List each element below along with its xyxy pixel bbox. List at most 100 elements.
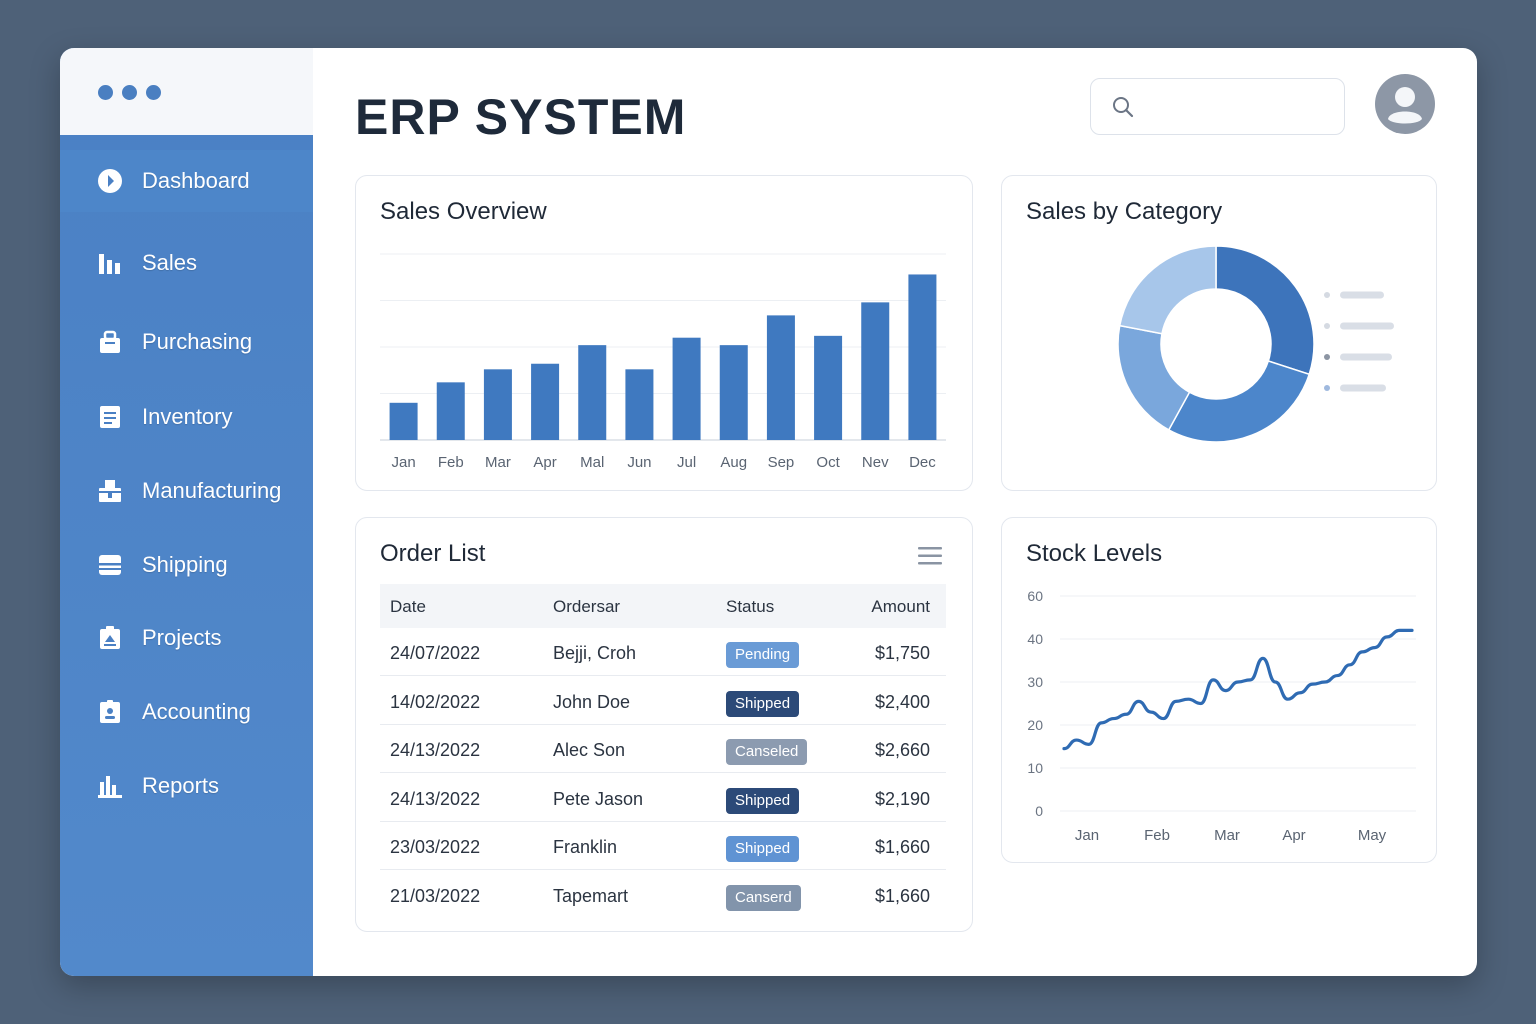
status-badge: Shipped	[726, 836, 800, 862]
card-title: Sales by Category	[1026, 198, 1223, 225]
column-header-order: Ordersar	[553, 597, 621, 616]
x-tick-label: Oct	[816, 454, 840, 471]
column-header-date: Date	[390, 597, 426, 616]
search-input[interactable]	[1090, 78, 1345, 135]
status-badge: Canserd	[726, 884, 801, 911]
legend-placeholder	[1340, 353, 1392, 361]
sidebar-item-label: Reports	[142, 773, 220, 798]
column-header-status: Status	[726, 597, 775, 616]
sidebar-item-purchasing[interactable]: Purchasing	[60, 311, 313, 373]
avatar[interactable]	[1374, 73, 1436, 135]
cell-amount: $1,660	[874, 837, 930, 857]
cell-date: 21/03/2022	[390, 885, 481, 906]
sidebar-item-inventory[interactable]: Inventory	[60, 386, 313, 448]
x-tick-label: Jun	[627, 454, 651, 471]
sidebar: Dashboard Sales Purchasing Inventory Man	[60, 48, 313, 976]
x-tick-label: Apr	[1282, 827, 1305, 844]
stock-levels-card: Stock Levels 0 10 20 30 40 60 Jan Feb Mar Apr May	[1001, 517, 1437, 863]
window-dot-3[interactable]	[146, 85, 161, 100]
status-badge: Shipped	[726, 690, 800, 717]
x-tick-label: Sep	[768, 454, 795, 471]
sidebar-item-label: Manufacturing	[142, 478, 282, 503]
page-title: ERP SYSTEM	[355, 89, 687, 145]
cell-date: 24/13/2022	[390, 788, 481, 809]
cell-order: Pete Jason	[553, 788, 644, 809]
table-row[interactable]: 24/13/2022 Alec Son Canseled $2,660	[380, 725, 946, 773]
sidebar-item-manufacturing[interactable]: Manufacturing	[60, 460, 313, 522]
cell-date: 23/03/2022	[390, 837, 481, 857]
window-dot-1[interactable]	[98, 85, 113, 100]
bar[interactable]	[908, 274, 937, 440]
legend-marker	[1324, 354, 1330, 360]
sidebar-item-dashboard[interactable]: Dashboard	[60, 150, 313, 212]
x-tick-label: Feb	[438, 454, 464, 471]
table-row[interactable]: 24/13/2022 Pete Jason Shipped $2,190	[380, 774, 946, 822]
y-tick-label: 10	[1027, 760, 1043, 776]
window-dot-2[interactable]	[122, 85, 137, 100]
x-tick-label: Dec	[909, 454, 936, 471]
cell-amount: $2,660	[874, 740, 930, 760]
x-tick-label: Apr	[533, 454, 556, 471]
legend-placeholder	[1340, 384, 1386, 392]
cell-order: Bejji, Croh	[553, 643, 637, 663]
sales-category-chart	[1117, 245, 1394, 443]
bar[interactable]	[766, 315, 795, 440]
x-tick-label: Jan	[391, 454, 415, 471]
sidebar-item-label: Shipping	[142, 552, 228, 577]
bar[interactable]	[672, 337, 701, 440]
id-card-icon	[100, 700, 120, 723]
table-row[interactable]: 14/02/2022 John Doe Shipped $2,400	[380, 677, 946, 725]
card-title: Stock Levels	[1026, 540, 1163, 567]
card-title: Sales Overview	[380, 198, 547, 225]
app-window: Dashboard Sales Purchasing Inventory Man	[60, 48, 1477, 976]
sidebar-item-shipping[interactable]: Shipping	[60, 534, 313, 596]
sidebar-item-projects[interactable]: Projects	[60, 607, 313, 669]
bar[interactable]	[578, 345, 607, 440]
cell-order: Tapemart	[553, 885, 629, 906]
x-tick-label: Jan	[1075, 827, 1099, 844]
cell-date: 14/02/2022	[390, 691, 481, 712]
bar-chart-icon	[99, 254, 120, 274]
table-row[interactable]: 21/03/2022 Tapemart Canserd $1,660	[380, 871, 946, 919]
cell-amount: $1,660	[874, 885, 930, 906]
sidebar-item-reports[interactable]: Reports	[60, 755, 313, 817]
bar[interactable]	[531, 363, 560, 440]
factory-icon	[99, 480, 121, 502]
bar[interactable]	[861, 302, 890, 440]
cell-order: Alec Son	[553, 740, 626, 760]
legend-marker	[1324, 385, 1330, 391]
cell-date: 24/13/2022	[390, 740, 481, 760]
sidebar-item-sales[interactable]: Sales	[60, 232, 313, 294]
sidebar-item-label: Inventory	[142, 404, 233, 429]
column-header-amount: Amount	[871, 597, 930, 616]
bar[interactable]	[814, 335, 843, 440]
menu-icon[interactable]	[918, 546, 942, 566]
donut-slice[interactable]	[1167, 360, 1311, 443]
sidebar-item-label: Sales	[142, 250, 198, 275]
bag-icon	[100, 330, 120, 353]
cell-amount: $2,190	[874, 788, 930, 809]
bar[interactable]	[389, 402, 418, 440]
stock-levels-chart: 0 10 20 30 40 60 Jan Feb Mar Apr May	[1027, 588, 1416, 844]
window-controls	[60, 48, 313, 135]
cell-date: 24/07/2022	[390, 643, 481, 663]
sidebar-item-label: Accounting	[142, 699, 251, 724]
x-tick-label: Mar	[1214, 827, 1240, 844]
legend-placeholder	[1340, 291, 1384, 299]
bar[interactable]	[719, 345, 748, 440]
sidebar-item-accounting[interactable]: Accounting	[60, 681, 313, 743]
x-tick-label: May	[1358, 827, 1387, 844]
stock-line[interactable]	[1062, 628, 1414, 751]
document-icon	[100, 406, 120, 428]
table-row[interactable]: 24/07/2022 Bejji, Croh Pending $1,750	[380, 628, 946, 676]
donut-slice[interactable]	[1215, 245, 1315, 376]
bar[interactable]	[436, 382, 465, 440]
bar[interactable]	[483, 369, 512, 440]
cell-amount: $2,400	[874, 691, 930, 712]
reports-icon	[98, 776, 122, 798]
table-row[interactable]: 23/03/2022 Franklin Shipped $1,660	[380, 822, 946, 870]
sales-category-card: Sales by Category	[1001, 175, 1437, 491]
bar[interactable]	[625, 369, 654, 440]
donut-slice[interactable]	[1118, 245, 1217, 335]
status-badge: Canseled	[726, 739, 808, 765]
